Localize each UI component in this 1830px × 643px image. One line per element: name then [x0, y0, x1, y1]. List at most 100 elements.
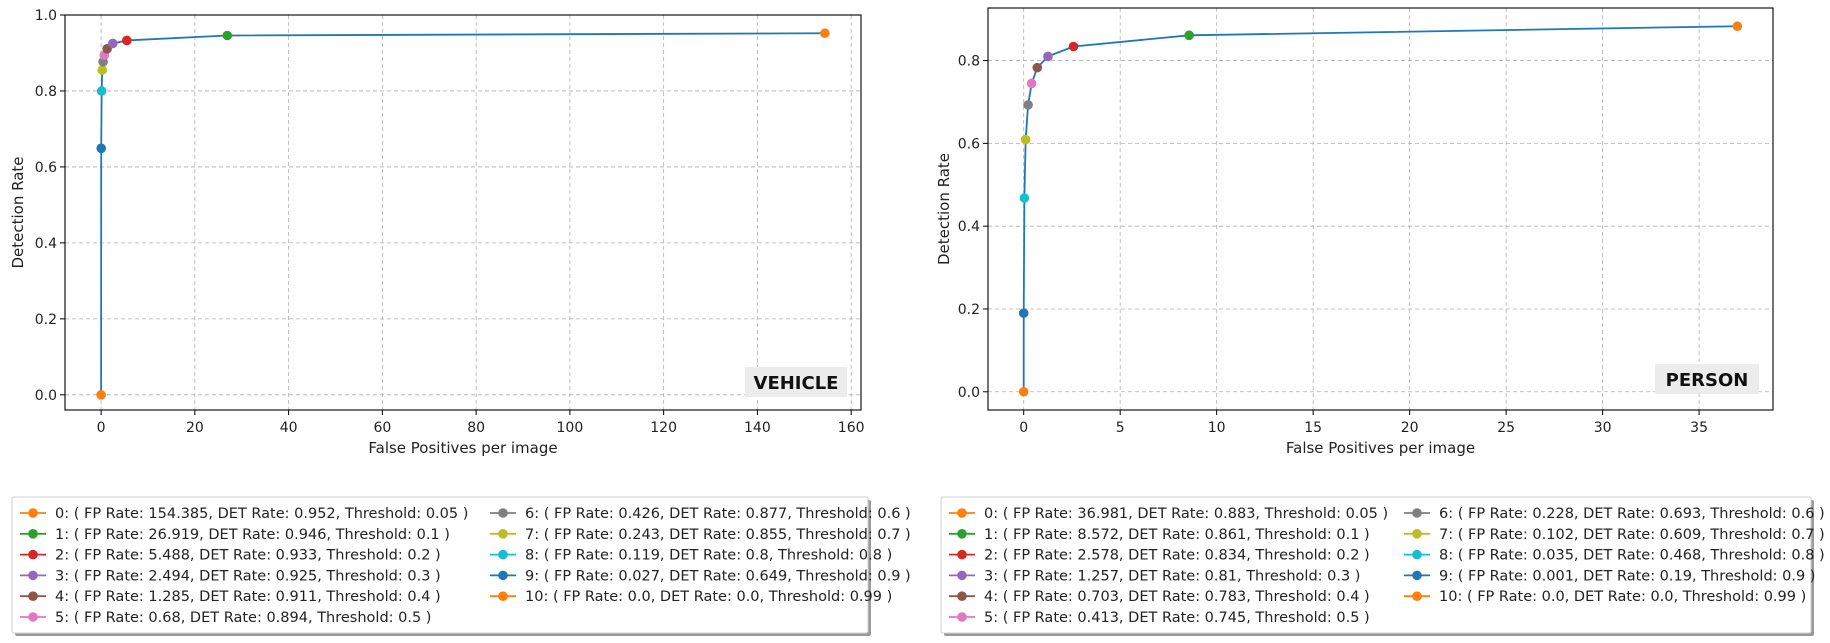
person-legend-marker-8	[1412, 549, 1422, 560]
vehicle-plot-frame	[64, 14, 862, 411]
person-plot-frame	[987, 7, 1774, 411]
vehicle-x-tick-label-1: 20	[186, 420, 204, 436]
person-legend-entry-6: 6: ( FP Rate: 0.228, DET Rate: 0.693, Th…	[1439, 506, 1825, 522]
vehicle-legend-entry-10: 10: ( FP Rate: 0.0, DET Rate: 0.0, Thres…	[525, 589, 892, 605]
vehicle-legend-marker-2	[28, 549, 38, 560]
vehicle-x-axis-label: False Positives per image	[368, 439, 557, 457]
person-legend-entry-10: 10: ( FP Rate: 0.0, DET Rate: 0.0, Thres…	[1439, 589, 1806, 605]
vehicle-legend-entry-2: 2: ( FP Rate: 5.488, DET Rate: 0.933, Th…	[55, 548, 441, 564]
person-badge-bg	[1655, 364, 1759, 394]
vehicle-data-point-8	[96, 86, 107, 96]
person-y-tick-label-4: 0.8	[958, 54, 980, 70]
person-x-tick-label-5: 25	[1497, 420, 1515, 436]
person-data-point-6	[1023, 100, 1033, 110]
vehicle-legend-entry-5: 5: ( FP Rate: 0.68, DET Rate: 0.894, Thr…	[55, 610, 431, 626]
vehicle-badge-bg	[745, 367, 847, 397]
vehicle-data-point-3	[107, 38, 118, 49]
person-legend-entry-4: 4: ( FP Rate: 0.703, DET Rate: 0.783, Th…	[984, 589, 1370, 605]
person-x-tick-label-0: 0	[1019, 420, 1028, 436]
vehicle-y-tick-label-0: 0.0	[35, 388, 57, 404]
person-legend-entry-7: 7: ( FP Rate: 0.102, DET Rate: 0.609, Th…	[1439, 527, 1825, 543]
vehicle-legend-entry-3: 3: ( FP Rate: 2.494, DET Rate: 0.925, Th…	[55, 568, 441, 584]
vehicle-y-tick-label-2: 0.4	[35, 236, 57, 252]
vehicle-data-point-0	[820, 28, 830, 39]
vehicle-x-tick-label-8: 160	[838, 420, 865, 436]
person-legend-marker-2	[957, 549, 967, 560]
person-data-point-7	[1020, 134, 1031, 145]
person-y-tick-label-1: 0.2	[958, 302, 980, 318]
person-legend	[940, 496, 1812, 634]
person-y-tick-label-0: 0.0	[958, 385, 980, 401]
person-x-tick-label-1: 5	[1116, 420, 1125, 436]
person-legend-entry-2: 2: ( FP Rate: 2.578, DET Rate: 0.834, Th…	[984, 548, 1370, 564]
person-data-point-3	[1043, 51, 1053, 62]
vehicle-badge-label: VEHICLE	[754, 373, 839, 394]
vehicle-x-tick-label-4: 80	[467, 420, 485, 436]
vehicle-legend-marker-10	[498, 591, 508, 601]
vehicle-legend-entry-7: 7: ( FP Rate: 0.243, DET Rate: 0.855, Th…	[525, 527, 911, 543]
person-x-tick-label-6: 30	[1594, 420, 1612, 436]
person-legend-marker-7	[1412, 529, 1422, 539]
person-legend-marker-9	[1412, 570, 1422, 581]
person-x-tick-label-3: 15	[1304, 420, 1322, 436]
person-data-point-4	[1032, 62, 1043, 73]
vehicle-data-point-2	[122, 35, 132, 46]
vehicle-legend-marker-4	[28, 591, 38, 601]
vehicle-legend-marker-3	[28, 570, 38, 581]
vehicle-data-point-1	[222, 30, 233, 41]
vehicle-roc-line	[100, 32, 825, 395]
vehicle-legend	[11, 496, 869, 634]
person-y-tick-label-2: 0.4	[958, 219, 980, 235]
vehicle-chart: 0 20 40 60 80 100 120 140 160 0.0 0.2 0.4 0.6 0.8 1.0 F…	[9, 8, 911, 636]
vehicle-legend-marker-5	[28, 612, 38, 622]
person-legend-marker-5	[957, 612, 967, 622]
vehicle-x-tick-label-6: 120	[650, 420, 677, 436]
vehicle-x-tick-label-3: 60	[373, 420, 391, 436]
person-y-tick-label-3: 0.6	[958, 136, 980, 152]
vehicle-y-tick-label-5: 1.0	[35, 8, 57, 24]
person-legend-marker-1	[957, 529, 967, 539]
vehicle-x-tick-label-5: 100	[557, 420, 584, 436]
vehicle-data-point-7	[97, 65, 108, 75]
vehicle-legend-entry-0: 0: ( FP Rate: 154.385, DET Rate: 0.952, …	[55, 506, 468, 522]
vehicle-x-tick-label-2: 40	[280, 420, 298, 436]
person-legend-marker-10	[1412, 591, 1422, 601]
vehicle-legend-entry-8: 8: ( FP Rate: 0.119, DET Rate: 0.8, Thre…	[525, 548, 892, 564]
vehicle-legend-marker-7	[498, 529, 508, 539]
person-data-point-10	[1018, 386, 1029, 397]
vehicle-y-tick-label-3: 0.6	[35, 160, 57, 176]
person-data-point-0	[1732, 21, 1743, 32]
vehicle-data-point-9	[96, 143, 107, 154]
person-legend-entry-3: 3: ( FP Rate: 1.257, DET Rate: 0.81, Thr…	[984, 568, 1360, 584]
person-legend-marker-3	[957, 570, 967, 581]
person-legend-entry-0: 0: ( FP Rate: 36.981, DET Rate: 0.883, T…	[984, 506, 1388, 522]
vehicle-y-axis-label: Detection Rate	[9, 156, 27, 268]
person-x-axis-label: False Positives per image	[1286, 439, 1475, 457]
person-legend-entry-9: 9: ( FP Rate: 0.001, DET Rate: 0.19, Thr…	[1439, 568, 1815, 584]
vehicle-y-tick-label-4: 0.8	[35, 84, 57, 100]
vehicle-legend-marker-8	[498, 549, 508, 560]
person-data-point-8	[1019, 193, 1030, 203]
person-data-point-9	[1018, 308, 1029, 318]
person-x-tick-label-7: 35	[1690, 420, 1708, 436]
person-legend-marker-6	[1412, 508, 1422, 518]
person-data-point-1	[1184, 30, 1194, 41]
vehicle-legend-marker-9	[498, 570, 508, 581]
person-x-tick-label-2: 10	[1208, 420, 1226, 436]
vehicle-legend-marker-6	[498, 508, 508, 518]
person-legend-entry-5: 5: ( FP Rate: 0.413, DET Rate: 0.745, Th…	[984, 610, 1370, 626]
vehicle-y-tick-label-1: 0.2	[35, 312, 57, 328]
vehicle-legend-entry-1: 1: ( FP Rate: 26.919, DET Rate: 0.946, T…	[55, 527, 450, 543]
vehicle-legend-entry-6: 6: ( FP Rate: 0.426, DET Rate: 0.877, Th…	[525, 506, 911, 522]
person-data-point-2	[1068, 41, 1079, 52]
person-legend-marker-0	[957, 508, 967, 518]
vehicle-legend-marker-0	[28, 508, 38, 518]
person-y-axis-label: Detection Rate	[935, 153, 953, 265]
person-x-tick-label-4: 20	[1401, 420, 1419, 436]
person-legend-entry-8: 8: ( FP Rate: 0.035, DET Rate: 0.468, Th…	[1439, 548, 1825, 564]
person-legend-marker-4	[957, 591, 967, 601]
person-chart: 0 5 10 15 20 25 30 35 0.0 0.2 0.4 0.6 0.8 False Posit…	[935, 7, 1825, 636]
person-data-point-5	[1026, 78, 1037, 89]
vehicle-legend-entry-4: 4: ( FP Rate: 1.285, DET Rate: 0.911, Th…	[55, 589, 441, 605]
